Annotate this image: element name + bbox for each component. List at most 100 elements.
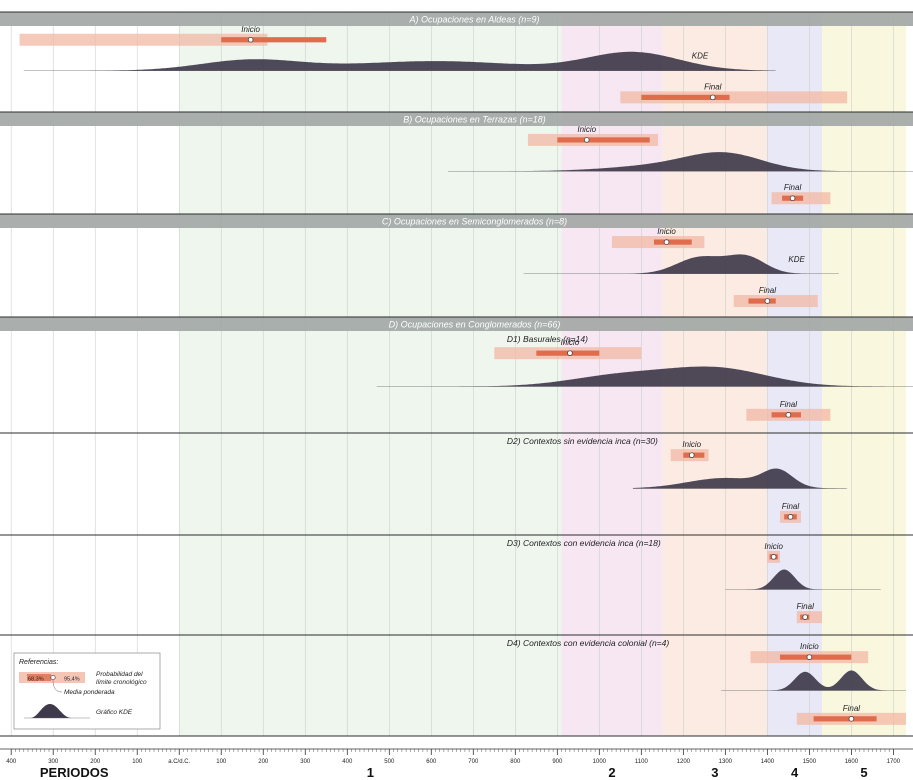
panel-title: D3) Contextos con evidencia inca (n=18): [507, 538, 661, 548]
tick-label: 400: [342, 759, 353, 765]
legend-prob-label: límite cronológico: [96, 679, 147, 686]
inicio-median-point: [688, 452, 695, 458]
final-label: Final: [704, 82, 722, 91]
final-label: Final: [843, 704, 861, 713]
inicio-inner-interval: [557, 137, 650, 143]
tick-label: a.C/d.C.: [168, 759, 190, 765]
legend-title: Referencias:: [19, 659, 58, 666]
tick-label: 200: [90, 759, 101, 765]
inicio-inner-interval: [779, 654, 852, 660]
section-layer: A) Ocupaciones en Aldeas (n=9) Inicio KDE F…: [0, 11, 913, 737]
kde-curve: [632, 468, 848, 489]
kde-curve: [721, 670, 906, 691]
section-title: A) Ocupaciones en Aldeas (n=9): [409, 15, 540, 25]
kde-label: KDE: [788, 255, 805, 264]
tick-label: 1200: [677, 759, 691, 765]
tick-label: 1500: [803, 759, 817, 765]
kde-curve: [523, 254, 839, 274]
kde-curve: [448, 152, 913, 172]
final-median-point: [764, 298, 771, 304]
tick-label: 300: [48, 759, 59, 765]
tick-label: 1100: [635, 759, 649, 765]
legend-median-label: Media ponderada: [64, 689, 115, 696]
period-band-5: [821, 12, 906, 736]
final-label: Final: [759, 286, 777, 295]
inicio-inner-interval: [221, 37, 327, 43]
kde-label: KDE: [692, 52, 709, 61]
tick-label: 700: [468, 759, 479, 765]
panel-title: D4) Contextos con evidencia colonial (n=…: [507, 638, 669, 648]
legend-kde-label: Gráfico KDE: [96, 709, 133, 716]
final-label: Final: [784, 183, 802, 192]
tick-label: 300: [300, 759, 311, 765]
tick-label: 200: [258, 759, 269, 765]
panel-title: D2) Contextos sin evidencia inca (n=30): [507, 436, 658, 446]
kde-curve: [376, 366, 913, 387]
inicio-label: Inicio: [577, 125, 596, 134]
inicio-label: Inicio: [764, 542, 783, 551]
section-header-bar: [0, 112, 913, 126]
section-title: C) Ocupaciones en Semiconglomerados (n=8…: [382, 217, 567, 227]
section-title: B) Ocupaciones en Terrazas (n=18): [403, 115, 546, 125]
tick-label: 1400: [761, 759, 775, 765]
inicio-label: Inicio: [561, 338, 580, 347]
section-header-bar: [0, 214, 913, 228]
tick-label: 900: [552, 759, 563, 765]
section-header-bar: [0, 317, 913, 331]
final-label: Final: [780, 400, 798, 409]
panel-title: D1) Basurales (n=14): [507, 334, 588, 344]
inicio-median-point: [567, 350, 573, 356]
tick-label: 500: [384, 759, 395, 765]
final-label: Final: [797, 602, 815, 611]
section-title: D) Ocupaciones en Conglomerados (n=66): [389, 320, 561, 330]
inicio-outer-interval: [19, 33, 268, 46]
tick-label: 100: [132, 759, 143, 765]
period-band-1: [179, 12, 562, 736]
legend-kde-glyph: [30, 704, 72, 718]
tick-label: 600: [426, 759, 437, 765]
final-median-point: [709, 94, 716, 101]
inicio-median-point: [247, 36, 254, 43]
kde-curve: [23, 51, 776, 71]
tick-label: 100: [216, 759, 227, 765]
tick-label: 1000: [593, 759, 607, 765]
inicio-label: Inicio: [800, 642, 819, 651]
legend-connector: [52, 679, 63, 693]
legend-median-point: [50, 674, 56, 681]
tick-label: 1600: [845, 759, 859, 765]
kde-curve: [725, 569, 881, 590]
final-inner-interval: [748, 298, 776, 304]
legend-inner-label: 68,3%: [28, 677, 44, 683]
inicio-label: Inicio: [682, 440, 701, 449]
tick-label: 800: [510, 759, 521, 765]
legend-outer-label: 95,4%: [64, 677, 80, 683]
period-label-4: 4: [791, 765, 799, 780]
final-median-point: [789, 195, 796, 202]
final-label: Final: [782, 502, 800, 511]
inicio-median-point: [663, 239, 670, 245]
x-axis: 400 300 200 100 a.C/d.C. 100 200 300 400 500 600 70…: [0, 748, 913, 780]
final-inner-interval: [641, 94, 730, 100]
final-inner-interval: [813, 716, 877, 722]
tick-label: 400: [6, 759, 17, 765]
legend-box: Referencias: 68,3% 95,4% Probabilidad dellí…: [13, 652, 161, 730]
inicio-label: Inicio: [657, 227, 676, 236]
inicio-inner-interval: [653, 239, 692, 245]
final-outer-interval: [620, 91, 848, 104]
legend-inner-swatch: [27, 674, 51, 681]
period-label-1: 1: [367, 765, 374, 780]
period-label-2: 2: [608, 765, 615, 780]
period-label-5: 5: [860, 765, 867, 780]
final-median-point: [848, 716, 855, 722]
legend-prob-label: Probabilidad del: [96, 671, 143, 678]
final-median-point: [785, 412, 792, 418]
inicio-median-point: [770, 554, 777, 560]
final-median-point: [802, 614, 808, 620]
period-label-3: 3: [711, 765, 718, 780]
section-header-bar: [0, 12, 913, 26]
final-median-point: [787, 514, 794, 520]
inicio-median-point: [806, 654, 813, 660]
tick-label: 1300: [719, 759, 733, 765]
tick-label: 1700: [887, 759, 901, 765]
